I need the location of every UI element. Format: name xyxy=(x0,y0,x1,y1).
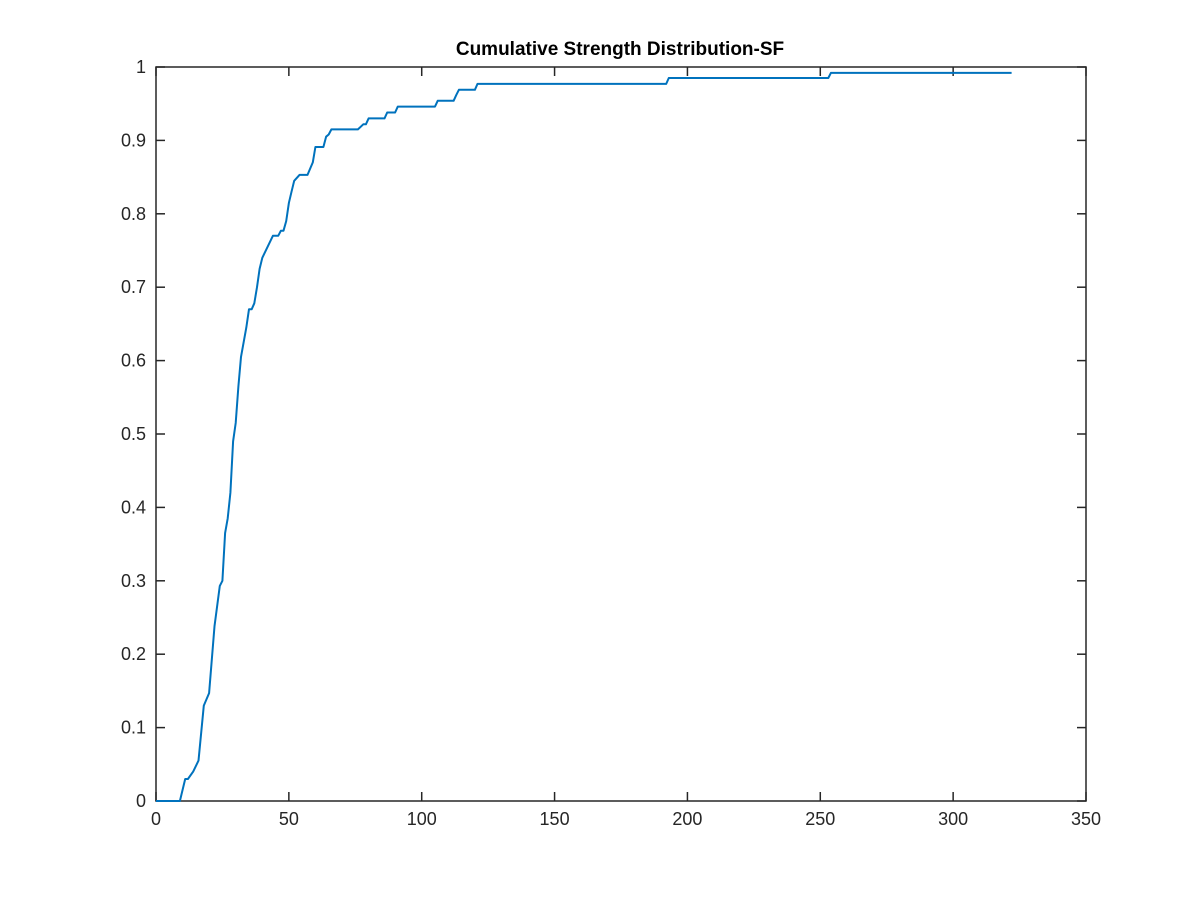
y-tick-label: 0.9 xyxy=(121,130,146,150)
x-tick-label: 300 xyxy=(938,809,968,829)
x-tick-label: 350 xyxy=(1071,809,1101,829)
chart-title: Cumulative Strength Distribution-SF xyxy=(456,39,784,60)
x-tick-label: 250 xyxy=(805,809,835,829)
y-tick-label: 0.2 xyxy=(121,644,146,664)
plot-area: 0 50 100 150 200 250 300 350 0 0.1 0.2 0.3 0.4 0.5 0.6… xyxy=(121,57,1101,829)
y-tick-label: 0.8 xyxy=(121,204,146,224)
x-tick-label: 150 xyxy=(540,809,570,829)
y-tick-label: 0.1 xyxy=(121,718,146,738)
y-tick-label: 0.5 xyxy=(121,424,146,444)
y-tick-label: 0 xyxy=(136,791,146,811)
y-tick-label: 0.6 xyxy=(121,351,146,371)
y-tick-label: 0.4 xyxy=(121,497,146,517)
cdf-series-line xyxy=(156,71,1012,802)
x-tick-label: 100 xyxy=(407,809,437,829)
y-tick-label: 1 xyxy=(136,57,146,77)
x-tick-label: 0 xyxy=(151,809,161,829)
x-tick-label: 200 xyxy=(672,809,702,829)
y-tick-label: 0.7 xyxy=(121,277,146,297)
y-tick-label: 0.3 xyxy=(121,571,146,591)
x-tick-label: 50 xyxy=(279,809,299,829)
